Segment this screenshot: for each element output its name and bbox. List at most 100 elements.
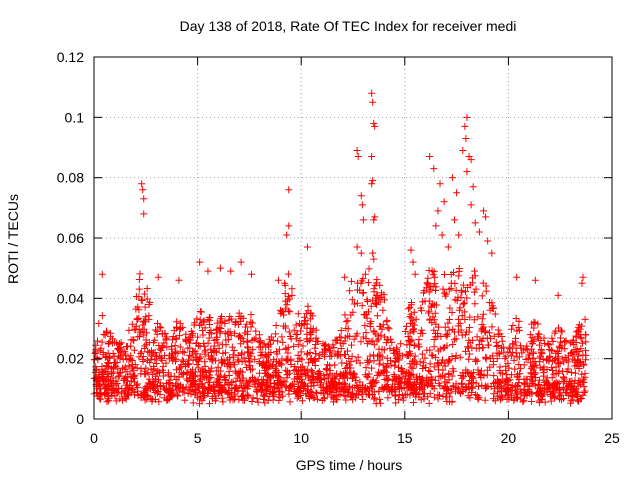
data-point — [180, 388, 188, 396]
data-point — [395, 395, 403, 403]
data-point — [181, 396, 189, 404]
data-point — [298, 397, 306, 405]
data-point — [379, 306, 387, 314]
data-point — [192, 340, 200, 348]
data-point — [331, 361, 339, 369]
data-point — [540, 366, 548, 374]
data-point — [104, 395, 112, 403]
data-point — [163, 343, 171, 351]
data-point — [211, 347, 219, 355]
data-point — [397, 340, 405, 348]
data-point — [411, 270, 419, 278]
data-point — [171, 349, 179, 357]
data-point — [369, 378, 377, 386]
data-point — [412, 360, 420, 368]
data-point — [350, 372, 358, 380]
data-point — [443, 393, 451, 401]
data-point — [581, 315, 589, 323]
grid — [94, 57, 612, 419]
data-point — [148, 350, 156, 358]
data-point — [281, 322, 289, 330]
data-point — [148, 370, 156, 378]
data-point — [214, 379, 222, 387]
data-point — [244, 344, 252, 352]
data-point — [213, 333, 221, 341]
data-point — [155, 398, 163, 406]
data-point — [201, 324, 209, 332]
data-point — [141, 290, 149, 298]
data-point — [489, 379, 497, 387]
data-point — [172, 366, 180, 374]
data-point — [437, 333, 445, 341]
data-point — [346, 287, 354, 295]
data-point — [445, 371, 453, 379]
data-point — [373, 337, 381, 345]
data-point — [442, 331, 450, 339]
data-point — [110, 386, 118, 394]
data-point — [465, 355, 473, 363]
data-point — [472, 379, 480, 387]
data-point — [372, 294, 380, 302]
data-point — [424, 393, 432, 401]
data-point — [478, 325, 486, 333]
data-point — [420, 382, 428, 390]
data-point — [201, 362, 209, 370]
data-point — [474, 395, 482, 403]
data-point — [173, 318, 181, 326]
data-point — [449, 365, 457, 373]
data-point — [448, 353, 456, 361]
data-point — [427, 379, 435, 387]
data-point — [258, 382, 266, 390]
data-point — [577, 333, 585, 341]
data-point — [367, 338, 375, 346]
data-point — [527, 369, 535, 377]
data-point — [567, 368, 575, 376]
data-point — [139, 318, 147, 326]
data-point — [413, 373, 421, 381]
data-point — [169, 332, 177, 340]
data-point — [461, 347, 469, 355]
data-point — [579, 391, 587, 399]
data-point — [243, 391, 251, 399]
data-point — [225, 371, 233, 379]
data-point — [159, 372, 167, 380]
data-point — [375, 370, 383, 378]
data-point — [249, 394, 257, 402]
data-point — [298, 371, 306, 379]
data-point — [403, 341, 411, 349]
y-tick-label: 0.1 — [65, 109, 85, 125]
data-point — [164, 369, 172, 377]
data-point — [481, 396, 489, 404]
data-point — [157, 381, 165, 389]
data-point — [172, 348, 180, 356]
data-point — [500, 384, 508, 392]
data-point — [348, 296, 356, 304]
data-point — [138, 180, 146, 188]
data-point — [135, 275, 143, 283]
data-point — [444, 243, 452, 251]
data-point — [347, 393, 355, 401]
data-point — [308, 328, 316, 336]
y-tick-label: 0 — [76, 411, 84, 427]
data-point — [383, 318, 391, 326]
data-point — [140, 210, 148, 218]
data-point — [148, 395, 156, 403]
data-point — [288, 291, 296, 299]
data-point — [418, 307, 426, 315]
data-point — [571, 388, 579, 396]
data-point — [464, 344, 472, 352]
data-point — [116, 339, 124, 347]
data-point — [294, 351, 302, 359]
data-point — [427, 286, 435, 294]
data-point — [353, 147, 361, 155]
data-point — [521, 392, 529, 400]
data-point — [247, 350, 255, 358]
data-point — [237, 392, 245, 400]
data-point — [565, 392, 573, 400]
data-point — [466, 281, 474, 289]
data-point — [330, 393, 338, 401]
data-point — [332, 375, 340, 383]
data-point — [132, 326, 140, 334]
data-point — [105, 339, 113, 347]
data-point — [441, 378, 449, 386]
